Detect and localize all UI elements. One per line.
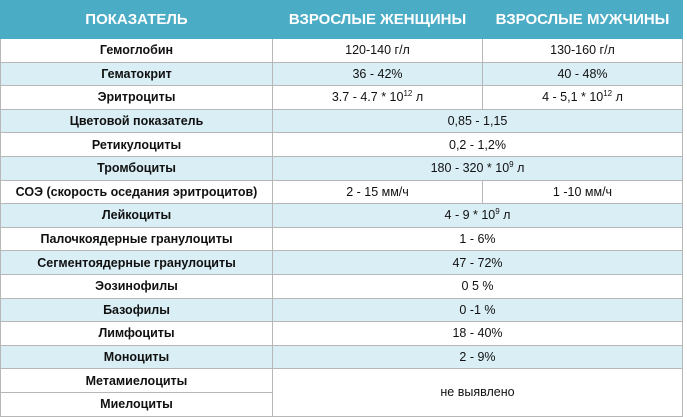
row-name: Сегментоядерные гранулоциты bbox=[0, 250, 273, 275]
row-women-value: 36 - 42% bbox=[272, 61, 483, 87]
table-row: Тромбоциты 180 - 320 * 109 л bbox=[0, 155, 683, 181]
row-name: Лимфоциты bbox=[0, 321, 273, 346]
row-name: Цветовой показатель bbox=[0, 108, 273, 134]
row-name: Эритроциты bbox=[0, 85, 273, 110]
row-name: Ретикулоциты bbox=[0, 132, 273, 157]
row-name: Метамиелоциты bbox=[0, 368, 273, 393]
row-common-value: 18 - 40% bbox=[272, 321, 683, 346]
row-common-value: 0 5 % bbox=[272, 273, 683, 299]
row-common-value: 2 - 9% bbox=[272, 344, 683, 370]
header-row: ПОКАЗАТЕЛЬ ВЗРОСЛЫЕ ЖЕНЩИНЫ ВЗРОСЛЫЕ МУЖ… bbox=[0, 0, 683, 39]
row-name: СОЭ (скорость оседания эритроцитов) bbox=[0, 179, 273, 205]
table-row: Ретикулоциты 0,2 - 1,2% bbox=[0, 132, 683, 157]
table-row: Метамиелоциты не выявлено bbox=[0, 368, 683, 417]
row-women-value: 3.7 - 4.7 * 1012 л bbox=[272, 85, 483, 110]
row-name: Лейкоциты bbox=[0, 203, 273, 228]
row-men-value: 40 - 48% bbox=[482, 61, 683, 87]
row-men-value: 4 - 5,1 * 1012 л bbox=[482, 85, 683, 110]
row-common-value: 1 - 6% bbox=[272, 226, 683, 252]
table-row: Лимфоциты 18 - 40% bbox=[0, 321, 683, 346]
row-name: Базофилы bbox=[0, 297, 273, 323]
header-women: ВЗРОСЛЫЕ ЖЕНЩИНЫ bbox=[272, 0, 483, 39]
header-indicator: ПОКАЗАТЕЛЬ bbox=[0, 0, 273, 39]
table-row: Гематокрит 36 - 42% 40 - 48% bbox=[0, 61, 683, 87]
row-common-value: 4 - 9 * 109 л bbox=[272, 203, 683, 228]
row-name: Гематокрит bbox=[0, 61, 273, 87]
table-row: Сегментоядерные гранулоциты 47 - 72% bbox=[0, 250, 683, 275]
row-common-value: 180 - 320 * 109 л bbox=[272, 155, 683, 181]
row-name: Эозинофилы bbox=[0, 273, 273, 299]
row-men-value: 130-160 г/л bbox=[482, 38, 683, 63]
row-merged-value: не выявлено bbox=[272, 368, 683, 417]
row-name: Миелоциты bbox=[0, 391, 273, 417]
row-name: Моноциты bbox=[0, 344, 273, 370]
row-common-value: 0,2 - 1,2% bbox=[272, 132, 683, 157]
row-name: Тромбоциты bbox=[0, 155, 273, 181]
row-men-value: 1 -10 мм/ч bbox=[482, 179, 683, 205]
row-common-value: 0 -1 % bbox=[272, 297, 683, 323]
row-name: Палочкоядерные гранулоциты bbox=[0, 226, 273, 252]
table-row: Эозинофилы 0 5 % bbox=[0, 273, 683, 299]
row-women-value: 2 - 15 мм/ч bbox=[272, 179, 483, 205]
row-women-value: 120-140 г/л bbox=[272, 38, 483, 63]
table-row: Палочкоядерные гранулоциты 1 - 6% bbox=[0, 226, 683, 252]
row-name: Гемоглобин bbox=[0, 38, 273, 63]
table-row: Цветовой показатель 0,85 - 1,15 bbox=[0, 108, 683, 134]
table-row: Моноциты 2 - 9% bbox=[0, 344, 683, 370]
header-men: ВЗРОСЛЫЕ МУЖЧИНЫ bbox=[482, 0, 683, 39]
table-row: СОЭ (скорость оседания эритроцитов) 2 - … bbox=[0, 179, 683, 205]
table-row: Гемоглобин 120-140 г/л 130-160 г/л bbox=[0, 38, 683, 63]
row-common-value: 0,85 - 1,15 bbox=[272, 108, 683, 134]
table-row: Базофилы 0 -1 % bbox=[0, 297, 683, 323]
table-row: Эритроциты 3.7 - 4.7 * 1012 л 4 - 5,1 * … bbox=[0, 85, 683, 110]
table-row: Лейкоциты 4 - 9 * 109 л bbox=[0, 203, 683, 228]
row-common-value: 47 - 72% bbox=[272, 250, 683, 275]
